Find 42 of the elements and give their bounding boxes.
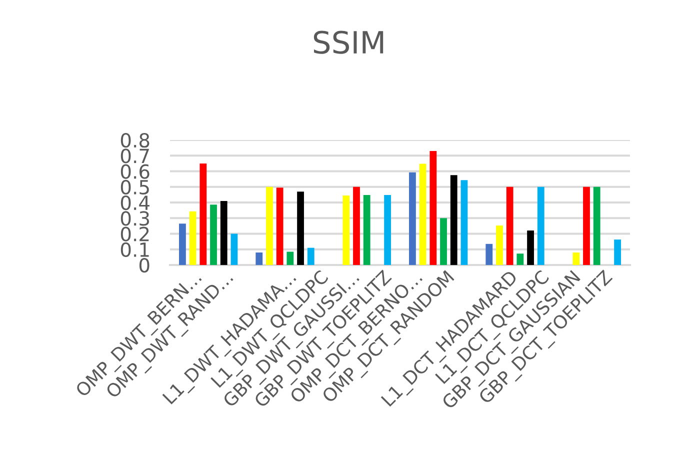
bar (572, 252, 580, 265)
bar (189, 211, 196, 265)
y-tick-label: 0 (139, 258, 150, 273)
bar (363, 195, 370, 265)
bar (256, 252, 263, 265)
y-tick-label: 0.4 (120, 195, 150, 210)
bar (496, 225, 503, 265)
y-tick-label: 0.2 (120, 226, 149, 242)
bar (353, 186, 360, 265)
y-tick-label: 0.6 (120, 164, 150, 179)
bar (440, 218, 447, 265)
bar (307, 248, 314, 265)
bar (266, 186, 273, 265)
bar (220, 200, 228, 265)
bar (537, 186, 544, 265)
bar (506, 186, 514, 265)
bar (486, 244, 493, 265)
bar (450, 175, 458, 265)
y-tick-label: 0.5 (120, 180, 149, 195)
bar (460, 180, 468, 265)
bar (210, 204, 217, 265)
bar (516, 254, 524, 265)
bar (200, 163, 207, 265)
bar (276, 188, 284, 265)
bar (419, 164, 426, 265)
bar (342, 195, 350, 265)
bar (286, 252, 294, 265)
y-tick-label: 0.3 (120, 211, 149, 226)
bar (527, 230, 534, 265)
y-tick-label: 0.8 (120, 132, 150, 148)
chart-title: SSIM (314, 30, 384, 54)
y-tick-label: 0.1 (120, 242, 149, 258)
bar (409, 172, 416, 265)
bar (430, 150, 437, 265)
bar (230, 234, 238, 265)
bar (583, 186, 590, 265)
bar (384, 195, 391, 265)
bar (179, 224, 186, 265)
bar (297, 192, 304, 265)
bar (614, 240, 621, 265)
bar (593, 186, 600, 265)
y-tick-label: 0.7 (120, 148, 149, 164)
